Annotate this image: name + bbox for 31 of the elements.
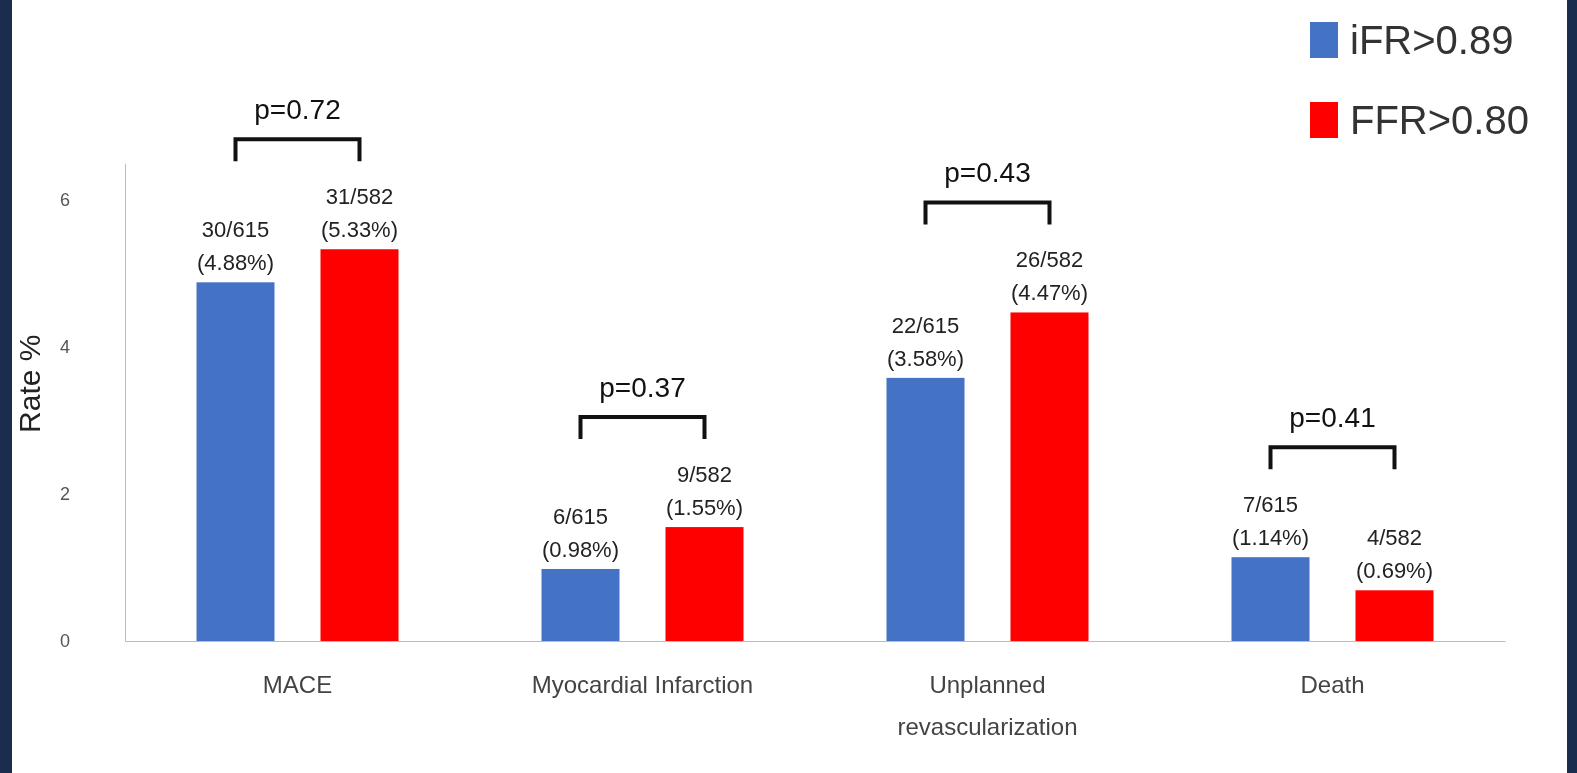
annotation: p=0.43 xyxy=(944,157,1031,189)
legend-label: FFR>0.80 xyxy=(1350,98,1529,142)
bar xyxy=(320,249,399,641)
x-tick-label: Death xyxy=(1300,671,1365,698)
y-tick-label: 0 xyxy=(59,631,70,652)
bar xyxy=(1010,312,1089,641)
data-label: 30/615 (4.88%) xyxy=(196,217,275,276)
data-label: 22/615 (3.58%) xyxy=(886,312,965,371)
y-axis-title: Rate % xyxy=(13,334,46,433)
data-label: 31/582 (5.33%) xyxy=(320,184,399,243)
data-label: 26/582 (4.47%) xyxy=(1010,247,1089,306)
y-tick-label: 2 xyxy=(59,484,70,505)
data-label: 4/582 (0.69%) xyxy=(1355,525,1434,584)
bar xyxy=(541,568,620,641)
legend-label: iFR>0.89 xyxy=(1350,18,1514,62)
annotation: p=0.37 xyxy=(599,372,686,404)
bar xyxy=(1231,557,1310,641)
x-tick-label: Myocardial Infarction xyxy=(531,671,754,698)
bar xyxy=(1355,590,1434,641)
data-label: 6/615 (0.98%) xyxy=(541,503,620,562)
bar xyxy=(665,527,744,641)
data-label: 9/582 (1.55%) xyxy=(665,462,744,521)
bar xyxy=(886,377,965,641)
text: p=0.72 xyxy=(254,94,341,126)
data-label: 7/615 (1.14%) xyxy=(1231,492,1310,551)
annotation: p=0.41 xyxy=(1289,402,1376,434)
y-tick-label: 6 xyxy=(59,190,70,211)
x-tick-label: Unplanned revascularization xyxy=(897,671,1078,740)
bar xyxy=(196,282,275,641)
x-tick-label: MACE xyxy=(262,671,333,698)
y-tick-label: 4 xyxy=(59,337,70,358)
